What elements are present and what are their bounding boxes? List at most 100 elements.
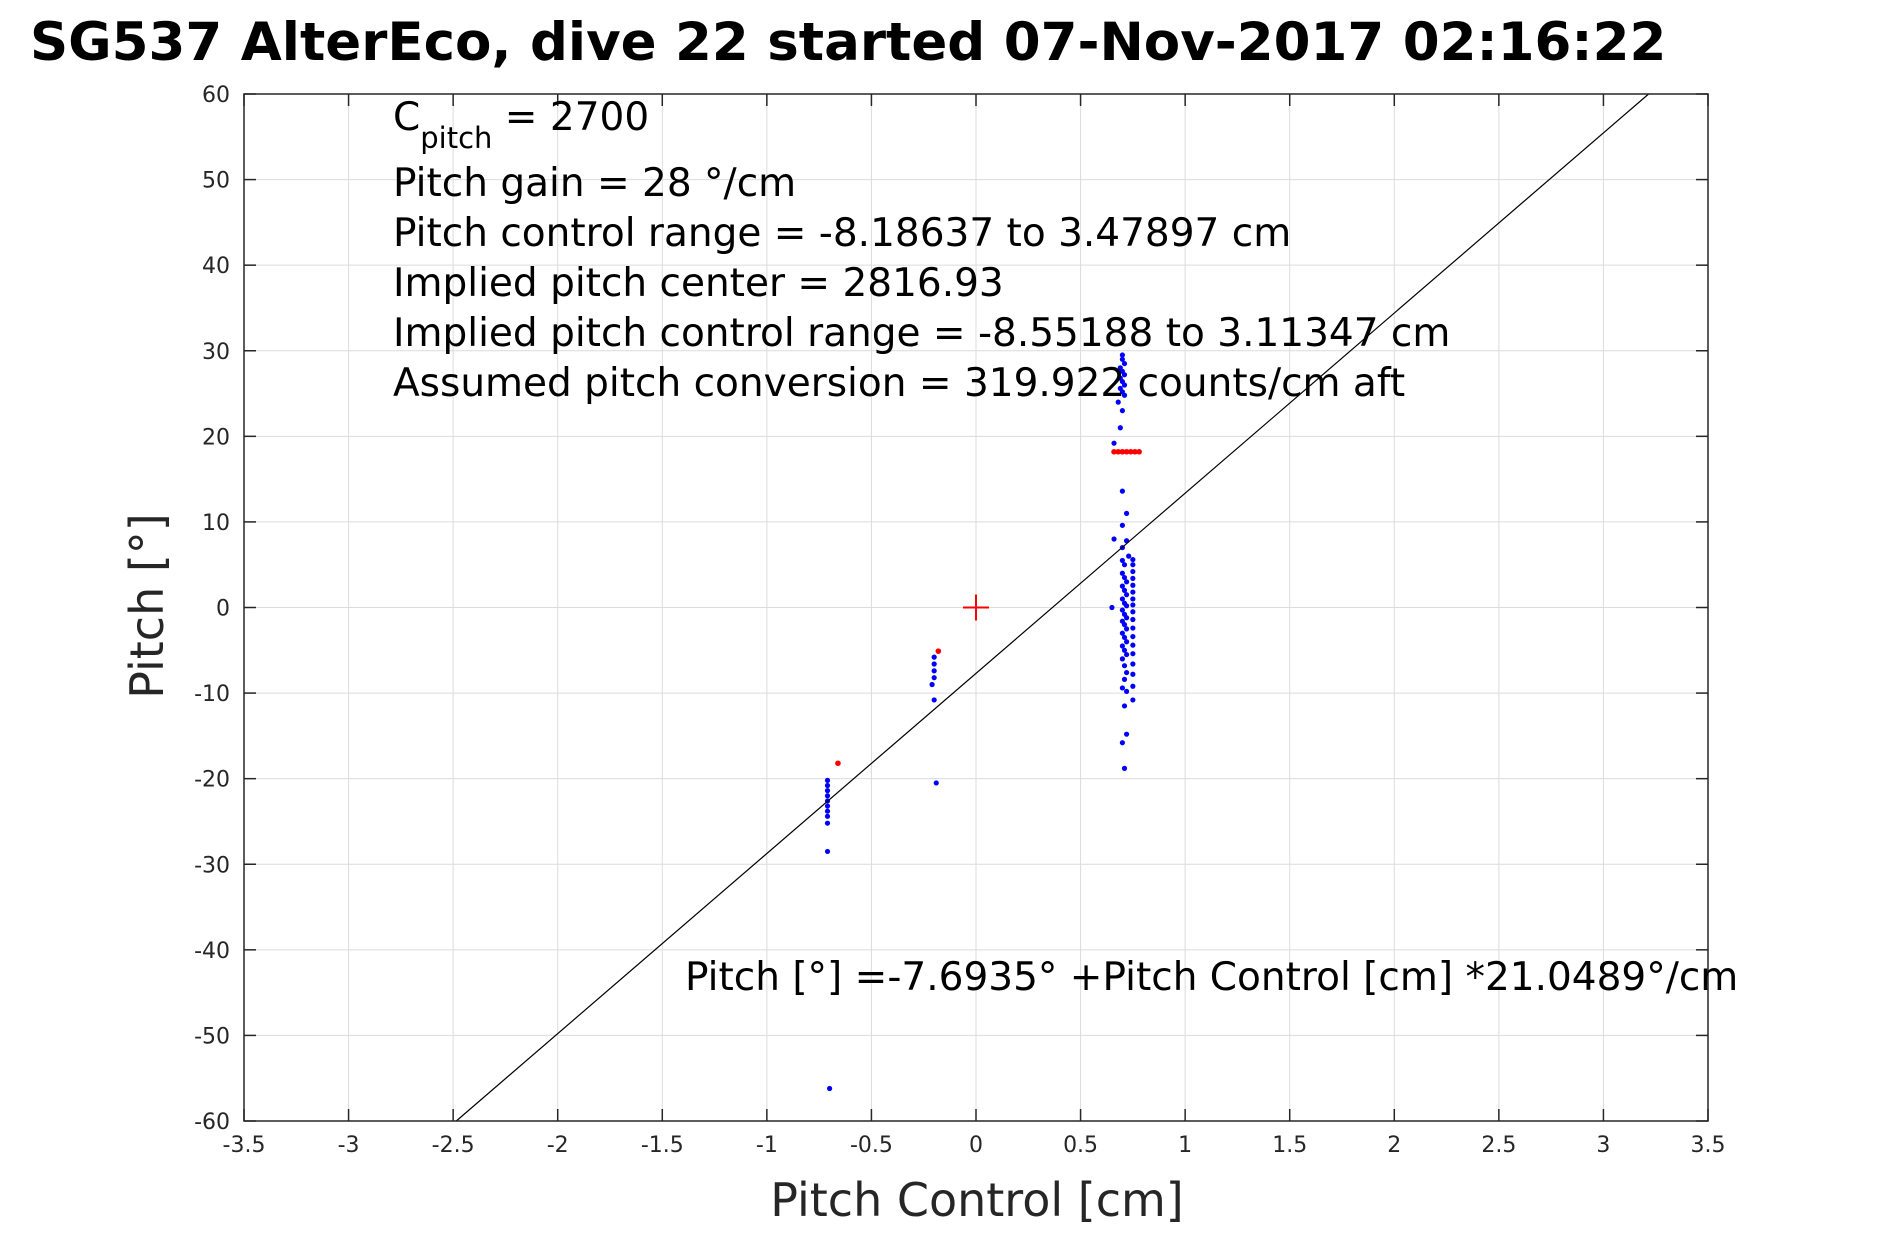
y-tick-label: 50 xyxy=(202,169,230,194)
flagged-point xyxy=(1111,448,1117,455)
data-point xyxy=(931,661,937,667)
x-axis-label: Pitch Control [cm] xyxy=(770,1173,1184,1227)
data-point xyxy=(931,668,937,674)
data-point xyxy=(1115,399,1121,405)
fit-line-layer xyxy=(455,93,1649,1122)
data-point xyxy=(1119,352,1125,358)
data-point xyxy=(824,777,831,783)
data-point xyxy=(1121,562,1128,568)
x-tick-label: 2 xyxy=(1387,1133,1401,1158)
data-point xyxy=(1130,651,1136,657)
data-point xyxy=(1130,697,1136,703)
data-point xyxy=(824,788,831,794)
x-tick-label: -2 xyxy=(547,1133,569,1158)
c-pitch-value: = 2700 xyxy=(492,95,649,140)
data-point xyxy=(1119,740,1125,746)
data-point xyxy=(824,848,831,855)
data-point xyxy=(1109,604,1115,611)
x-tick-labels: -3.5 -3 -2.5 -2 -1.5 -1 -0.5 0 0.5 1 1.5 2 2.5 3 3.5 xyxy=(223,1133,1726,1158)
y-tick-label: -40 xyxy=(194,939,230,964)
c-pitch-subscript: pitch xyxy=(420,121,492,155)
center-marker-layer xyxy=(963,594,989,621)
data-point xyxy=(1130,562,1136,568)
data-point xyxy=(1123,615,1130,621)
fit-line xyxy=(455,93,1649,1122)
x-tick-label: -2.5 xyxy=(432,1133,475,1158)
data-point xyxy=(824,782,831,789)
flagged-point xyxy=(1127,448,1134,455)
data-point xyxy=(824,793,831,799)
data-point xyxy=(1123,579,1130,585)
data-point xyxy=(1117,425,1123,431)
data-point xyxy=(1130,582,1136,588)
implied-pitch-control-range-annotation: Implied pitch control range = -8.55188 t… xyxy=(393,311,1450,356)
fit-equation-annotation: Pitch [°] =-7.6935° +Pitch Control [cm] … xyxy=(685,955,1738,1000)
data-point xyxy=(931,697,937,703)
data-point xyxy=(1119,596,1125,602)
axis-ticks xyxy=(243,93,1709,1122)
data-point xyxy=(1119,656,1125,662)
data-point xyxy=(824,803,831,809)
y-axis-label: Pitch [°] xyxy=(120,513,174,699)
flagged-points xyxy=(835,448,1142,767)
y-tick-label: 0 xyxy=(216,597,230,622)
data-point xyxy=(1119,607,1125,613)
data-point xyxy=(1121,392,1128,398)
chart-title: SG537 AlterEco, dive 22 started 07-Nov-2… xyxy=(30,12,1666,73)
x-tick-label: 3.5 xyxy=(1691,1133,1726,1158)
y-tick-labels: -60 -50 -40 -30 -20 -10 0 10 20 30 40 50 60 xyxy=(194,83,230,1135)
data-point xyxy=(827,1085,833,1092)
data-point xyxy=(931,675,937,681)
x-tick-label: -3.5 xyxy=(223,1133,266,1158)
data-point xyxy=(1130,683,1136,689)
data-point xyxy=(1123,603,1130,609)
y-tick-label: 30 xyxy=(202,340,230,365)
data-point xyxy=(1121,622,1128,628)
grid xyxy=(243,93,1709,1122)
y-tick-label: -50 xyxy=(194,1024,230,1049)
y-tick-label: -60 xyxy=(194,1110,230,1135)
x-tick-label: -0.5 xyxy=(850,1133,893,1158)
x-tick-label: -1.5 xyxy=(641,1133,684,1158)
data-point xyxy=(1121,360,1128,367)
data-point xyxy=(1123,669,1130,676)
data-point xyxy=(1119,583,1125,589)
data-point xyxy=(1126,553,1132,559)
data-point xyxy=(1130,589,1136,595)
y-tick-label: -30 xyxy=(194,853,230,878)
data-point xyxy=(1123,592,1130,598)
data-point xyxy=(824,820,831,826)
x-tick-label: 3 xyxy=(1596,1133,1610,1158)
data-point xyxy=(1119,643,1125,649)
data-point xyxy=(1121,634,1128,641)
data-point xyxy=(1130,616,1136,623)
data-point xyxy=(824,813,831,819)
y-tick-label: 60 xyxy=(202,83,230,108)
data-point xyxy=(1130,642,1136,648)
data-point xyxy=(1121,676,1128,682)
data-point xyxy=(1123,639,1130,645)
flagged-point xyxy=(835,760,841,767)
data-point xyxy=(1123,651,1130,658)
data-point xyxy=(1121,587,1128,593)
x-tick-label: -1 xyxy=(756,1133,778,1158)
data-point xyxy=(1119,685,1125,691)
pitch-control-range-annotation: Pitch control range = -8.18637 to 3.4789… xyxy=(393,211,1291,256)
data-point xyxy=(1123,510,1130,516)
flagged-point xyxy=(1119,448,1126,455)
x-tick-label: 2.5 xyxy=(1481,1133,1516,1158)
data-point xyxy=(1121,574,1128,581)
data-point xyxy=(1130,568,1136,575)
data-point xyxy=(1119,408,1125,414)
x-tick-label: -3 xyxy=(338,1133,360,1158)
x-tick-label: 0.5 xyxy=(1063,1133,1098,1158)
data-point xyxy=(1121,372,1128,378)
data-point xyxy=(1119,488,1125,494)
data-point xyxy=(1130,625,1136,631)
data-point xyxy=(1130,575,1136,582)
data-point xyxy=(1130,609,1136,615)
data-point xyxy=(1121,663,1128,669)
data-point xyxy=(1123,731,1130,737)
data-point xyxy=(929,681,935,688)
